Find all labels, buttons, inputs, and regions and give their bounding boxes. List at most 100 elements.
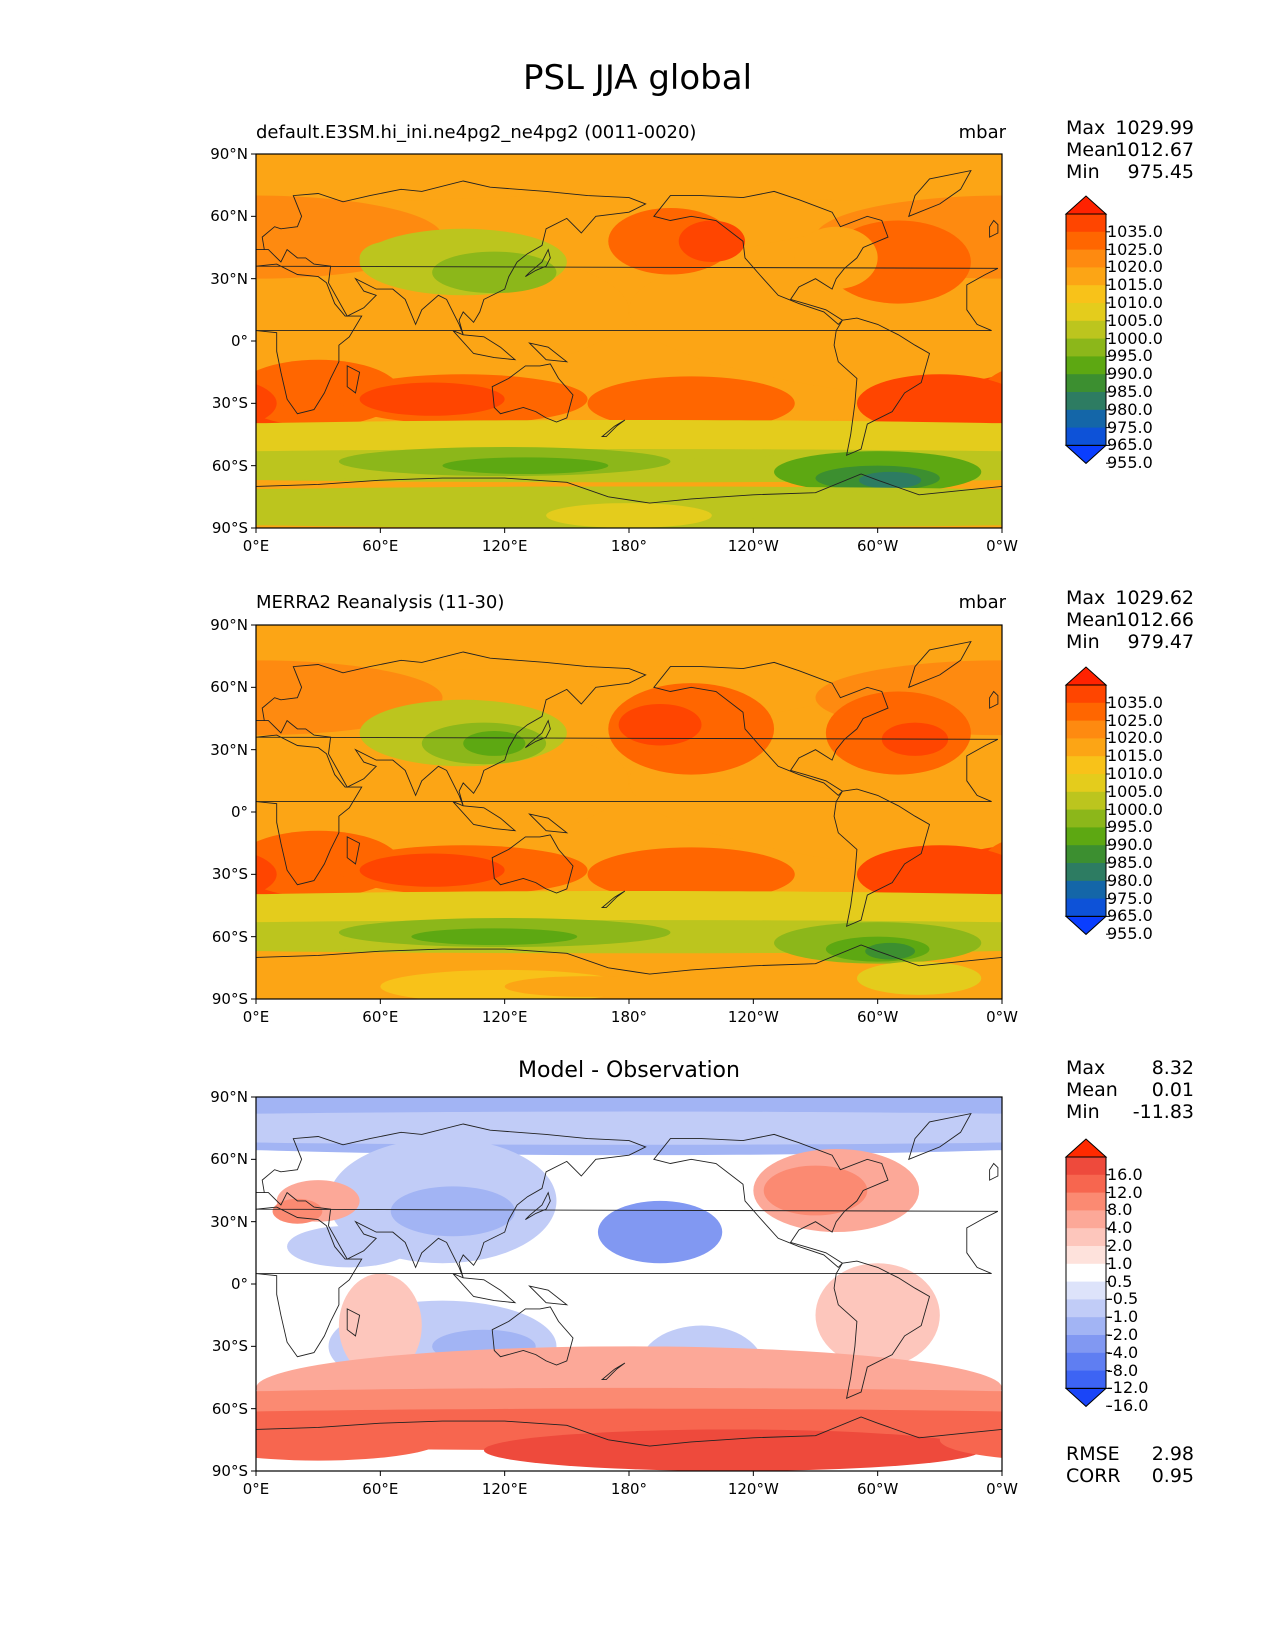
lat-tick-label: 30°N [210,269,248,288]
stat-value: 1012.66 [1115,609,1194,631]
contour-region [815,1263,940,1368]
coastline-antarctica [256,1416,1002,1471]
contour-region [359,241,422,275]
stat-value: -11.83 [1132,1101,1194,1123]
lon-tick-label: 120°W [727,1008,779,1026]
lat-tick-label: 60°S [211,456,248,475]
coastline-new-zealand [600,890,626,909]
contour-region [256,855,277,894]
coastline-eurasia [256,180,647,335]
colorbar-frame [1065,684,1107,917]
lon-tick-label: 60°E [362,537,399,555]
lat-tick-label: 60°N [210,1150,248,1169]
coastline-indonesia [452,801,517,832]
panel-3-title: Model - Observation [518,1058,740,1083]
coastline-madagascar [346,365,361,394]
contour-region [483,1429,982,1471]
colorbar-bin [1066,1210,1106,1229]
colorbar-tick-label: -4.0 [1107,1342,1139,1362]
colorbar-tick-label: 1025.0 [1107,239,1163,259]
colorbar-2 [1064,666,1110,936]
colorbar-tick-label: 2.0 [1107,1236,1133,1255]
coastline-indonesia [452,1273,517,1304]
colorbar-bin [1066,427,1106,446]
stat-label: Mean [1066,1079,1118,1101]
contour-region [359,382,505,416]
lon-tick-label: 60°E [362,1480,399,1498]
lat-tick-label: 90°N [210,145,248,163]
colorbar-tick-label: 975.0 [1107,417,1153,437]
colorbar-tick-label: 0.5 [1107,1271,1133,1291]
coastline-africa [256,263,999,415]
coastline-australia [491,363,574,423]
coastline-britain [989,219,999,238]
coastline-madagascar [346,1308,361,1337]
colorbar-tick-label: -16.0 [1107,1396,1149,1416]
coastline-greenland [908,1112,972,1161]
contour-region [587,847,795,902]
colorbar-tick-label: 1025.0 [1107,710,1163,730]
colorbar-tick-label: 4.0 [1107,1218,1133,1238]
colorbar-tick-label: 980.0 [1107,399,1153,419]
stat-value: 975.45 [1127,161,1194,183]
lon-tick-label: 120°W [727,1480,779,1498]
panel-3-stats: Max 8.32 Mean 0.01 Min -11.83 [1066,1057,1194,1123]
colorbar-bin [1066,791,1106,811]
colorbar-bin [1066,249,1106,268]
colorbar-tick-label: 965.0 [1107,435,1153,455]
stat-value: 1012.67 [1115,139,1194,161]
colorbar-tick-label: 1010.0 [1107,293,1163,312]
panel-2-title: MERRA2 Reanalysis (11-30) [256,592,505,613]
field-contours [256,154,1002,528]
lat-tick-label: 60°S [211,927,248,946]
colorbar-tick-label: 1020.0 [1107,257,1163,277]
coastline-north-america [653,661,889,797]
figure-title: PSL JJA global [522,58,753,98]
colorbar-tick-label: 975.0 [1107,888,1153,908]
colorbar-frame [1065,1156,1107,1389]
contour-region [411,928,578,945]
contour-region [859,471,922,489]
coastline-indonesia [452,330,517,361]
coastline-new-guinea [528,1285,569,1306]
coastline-south-america [833,317,931,457]
colorbar-bin [1066,880,1106,900]
contour-region [939,1421,1002,1458]
lat-tick-label: 30°S [211,1337,248,1356]
colorbar-tick-label: 985.0 [1107,853,1153,872]
contour-region [865,942,915,960]
coastline-eurasia [256,651,647,806]
lat-tick-label: 30°S [211,394,248,413]
colorbar-tick-label: 955.0 [1107,924,1153,944]
coastline-madagascar [346,836,361,865]
colorbar-bin [1066,1335,1106,1354]
colorbar-bin [1066,1352,1106,1372]
coastlines [256,1112,1002,1471]
colorbar-bin [1066,685,1106,704]
lat-tick-label: 0° [230,1275,248,1293]
lon-tick-label: 0°W [986,1008,1018,1026]
lon-tick-label: 180° [610,1008,648,1026]
coastline-britain [989,1162,999,1181]
lon-tick-label: 120°W [727,537,779,555]
colorbar-bin [1066,738,1106,757]
lat-tick-label: 60°N [210,678,248,697]
panel-1-stats: Max 1029.99 Mean 1012.67 Min 975.45 [1066,117,1194,183]
coastline-japan [525,719,551,748]
coastline-japan [525,248,551,277]
panel-1-title: default.E3SM.hi_ini.ne4pg2_ne4pg2 (0011-… [256,122,697,143]
colorbar-tick-label: 1015.0 [1107,746,1163,766]
panel-2-stats: Max 1029.62 Mean 1012.66 Min 979.47 [1066,587,1194,653]
contour-region [442,457,609,474]
coastline-australia [491,834,574,894]
stat-label: Min [1066,1101,1100,1123]
coastline-new-guinea [528,342,569,363]
lat-tick-label: 90°N [210,616,248,634]
contour-region [856,961,982,995]
colorbar-tick-label: -2.0 [1107,1325,1139,1344]
colorbar-tick-label: 990.0 [1107,364,1153,384]
lon-tick-label: 60°W [856,537,899,555]
coastline-africa [256,734,999,886]
lat-tick-label: 90°S [211,1462,248,1480]
